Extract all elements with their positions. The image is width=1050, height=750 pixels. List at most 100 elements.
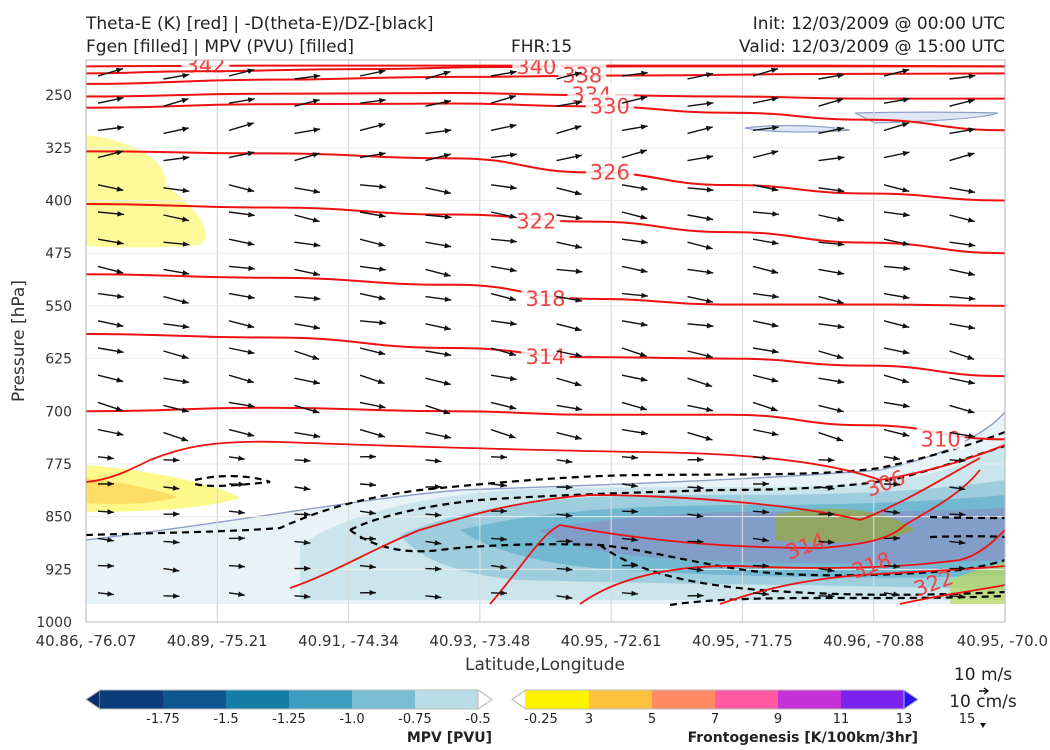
colorbar-outline <box>511 689 919 710</box>
x-tick-label: 40.91, -74.34 <box>298 632 399 650</box>
wind-vector-icon <box>163 567 180 573</box>
wind-vector-icon <box>1015 564 1031 569</box>
wind-vector-icon <box>425 70 451 80</box>
wind-vector-icon <box>359 453 377 460</box>
wind-vector-icon <box>818 323 845 330</box>
wind-vector-icon <box>1015 536 1031 541</box>
wind-vector-icon <box>228 184 255 193</box>
wind-vector-icon <box>228 211 255 218</box>
theta-e-label: 330 <box>590 94 630 118</box>
wind-vector-icon <box>425 377 451 386</box>
contour-label-bg <box>512 60 561 78</box>
wind-ref-label-2: 10 cm/s <box>949 692 1017 712</box>
wind-vector-icon <box>621 292 648 299</box>
wind-vector-icon <box>752 374 779 383</box>
wind-vector-icon <box>949 565 966 572</box>
x-tick-label: 40.86, -76.07 <box>36 632 137 650</box>
wind-vector-icon <box>97 374 124 383</box>
y-tick-label: 700 <box>45 404 72 420</box>
wind-ref-arrow-icon <box>979 687 990 695</box>
wind-vector-icon <box>359 589 377 596</box>
wind-vector-icon <box>1015 212 1041 218</box>
wind-vector-icon <box>228 401 255 409</box>
wind-vector-icon <box>359 151 386 159</box>
wind-vector-icon <box>949 457 966 464</box>
wind-vector-icon <box>359 428 386 438</box>
colorbar-extension <box>85 689 101 710</box>
mpv-contour <box>86 411 1005 541</box>
wind-vector-icon <box>490 401 517 410</box>
wind-vector-icon <box>163 73 190 80</box>
wind-vector-icon <box>818 457 835 463</box>
wind-vector-icon <box>687 322 714 329</box>
theta-e-contour <box>489 469 981 605</box>
theta-e-contour <box>86 332 1005 378</box>
wind-vector-icon <box>818 567 835 573</box>
mpv-contour <box>744 124 851 133</box>
wind-vector-icon <box>163 431 189 442</box>
frontogenesis-colorbar: 3 5 7 9 11 13 15 <box>511 689 975 727</box>
colorbar-outline <box>85 689 493 710</box>
wind-vector-icon <box>883 68 910 77</box>
wind-vector-icon <box>752 591 769 597</box>
mpv-contour <box>854 111 999 124</box>
wind-vector-icon <box>490 184 517 191</box>
wind-vector-icon <box>818 73 845 80</box>
wind-vector-icon <box>752 347 779 354</box>
wind-vector-icon <box>97 320 124 328</box>
wind-vector-icon <box>359 319 386 326</box>
y-tick-label: 550 <box>45 299 72 315</box>
wind-vector-icon <box>949 295 976 302</box>
wind-vector-icon <box>425 99 452 107</box>
wind-vector-icon <box>425 153 451 162</box>
wind-vector-icon <box>1015 348 1040 355</box>
wind-vector-icon <box>228 455 245 461</box>
wind-vector-icon <box>556 125 582 135</box>
valid-time: Valid: 12/03/2009 @ 15:00 UTC <box>739 37 1005 57</box>
wind-vector-icon <box>359 292 386 301</box>
wind-vector-icon <box>883 238 910 247</box>
wind-vector-icon <box>490 123 517 132</box>
wind-vector-icon <box>556 100 583 107</box>
wind-vector-icon <box>425 187 452 195</box>
wind-vector-icon <box>883 428 910 437</box>
wind-vector-icon <box>294 593 311 600</box>
wind-vector-icon <box>97 481 115 487</box>
wind-vector-icon <box>621 265 648 274</box>
wind-vector-icon <box>949 187 976 194</box>
colorbar-tick-label: -0.5 <box>465 712 490 727</box>
wind-vector-icon <box>621 482 638 489</box>
y-tick-label: 475 <box>45 246 72 262</box>
wind-vector-icon <box>97 428 124 437</box>
wind-vector-icon <box>687 431 713 441</box>
wind-vector-icon <box>883 563 901 569</box>
colorbar-tick-label: 3 <box>585 712 593 727</box>
wind-vector-icon <box>949 98 975 107</box>
vertical-ref-arrow-icon <box>980 723 986 728</box>
wind-vector-icon <box>163 155 190 162</box>
wind-vector-icon <box>97 537 114 543</box>
wind-vector-icon <box>294 431 321 439</box>
wind-vector-icon <box>621 211 648 220</box>
y-tick-label: 250 <box>45 88 72 104</box>
wind-vector-icon <box>359 97 386 104</box>
wind-vector-icon <box>883 292 910 300</box>
y-tick-label: 850 <box>45 510 72 526</box>
wind-vector-icon <box>359 265 386 272</box>
wind-vector-icon <box>1015 239 1040 247</box>
wind-vector-icon <box>163 457 180 463</box>
wind-vector-icon <box>1015 320 1041 325</box>
wind-vector-icon <box>228 535 246 542</box>
wind-vector-icon <box>359 238 386 247</box>
wind-vector-icon <box>228 97 255 104</box>
wind-vector-icon <box>490 508 508 514</box>
dthetae-dz-contour <box>193 474 271 488</box>
wind-vector-icon <box>883 320 910 329</box>
colorbar-tick-label: 7 <box>711 712 719 727</box>
wind-vector-icon <box>163 350 189 360</box>
wind-vector-icon <box>425 484 442 490</box>
wind-vector-icon <box>294 214 320 223</box>
wind-vector-icon <box>490 70 517 77</box>
wind-vector-icon <box>359 122 386 132</box>
wind-vector-icon <box>621 238 648 245</box>
